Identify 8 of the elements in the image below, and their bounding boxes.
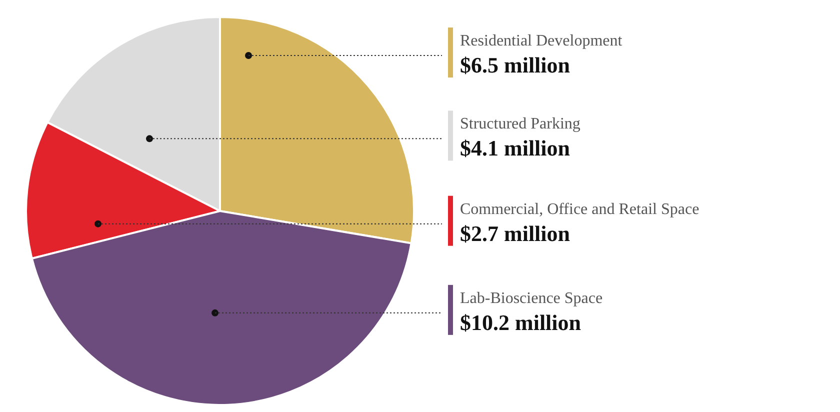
data-label: $6.5 million — [460, 52, 570, 78]
slice-label: Commercial, Office and Retail Space — [460, 200, 700, 218]
data-label: $10.2 million — [460, 310, 582, 335]
slice-label: Residential Development — [460, 32, 623, 50]
data-label: $4.1 million — [460, 136, 570, 161]
data-label: $2.7 million — [460, 220, 570, 246]
slice-label: Lab-Bioscience Space — [460, 290, 603, 307]
slice-label: Structured Parking — [460, 116, 580, 133]
